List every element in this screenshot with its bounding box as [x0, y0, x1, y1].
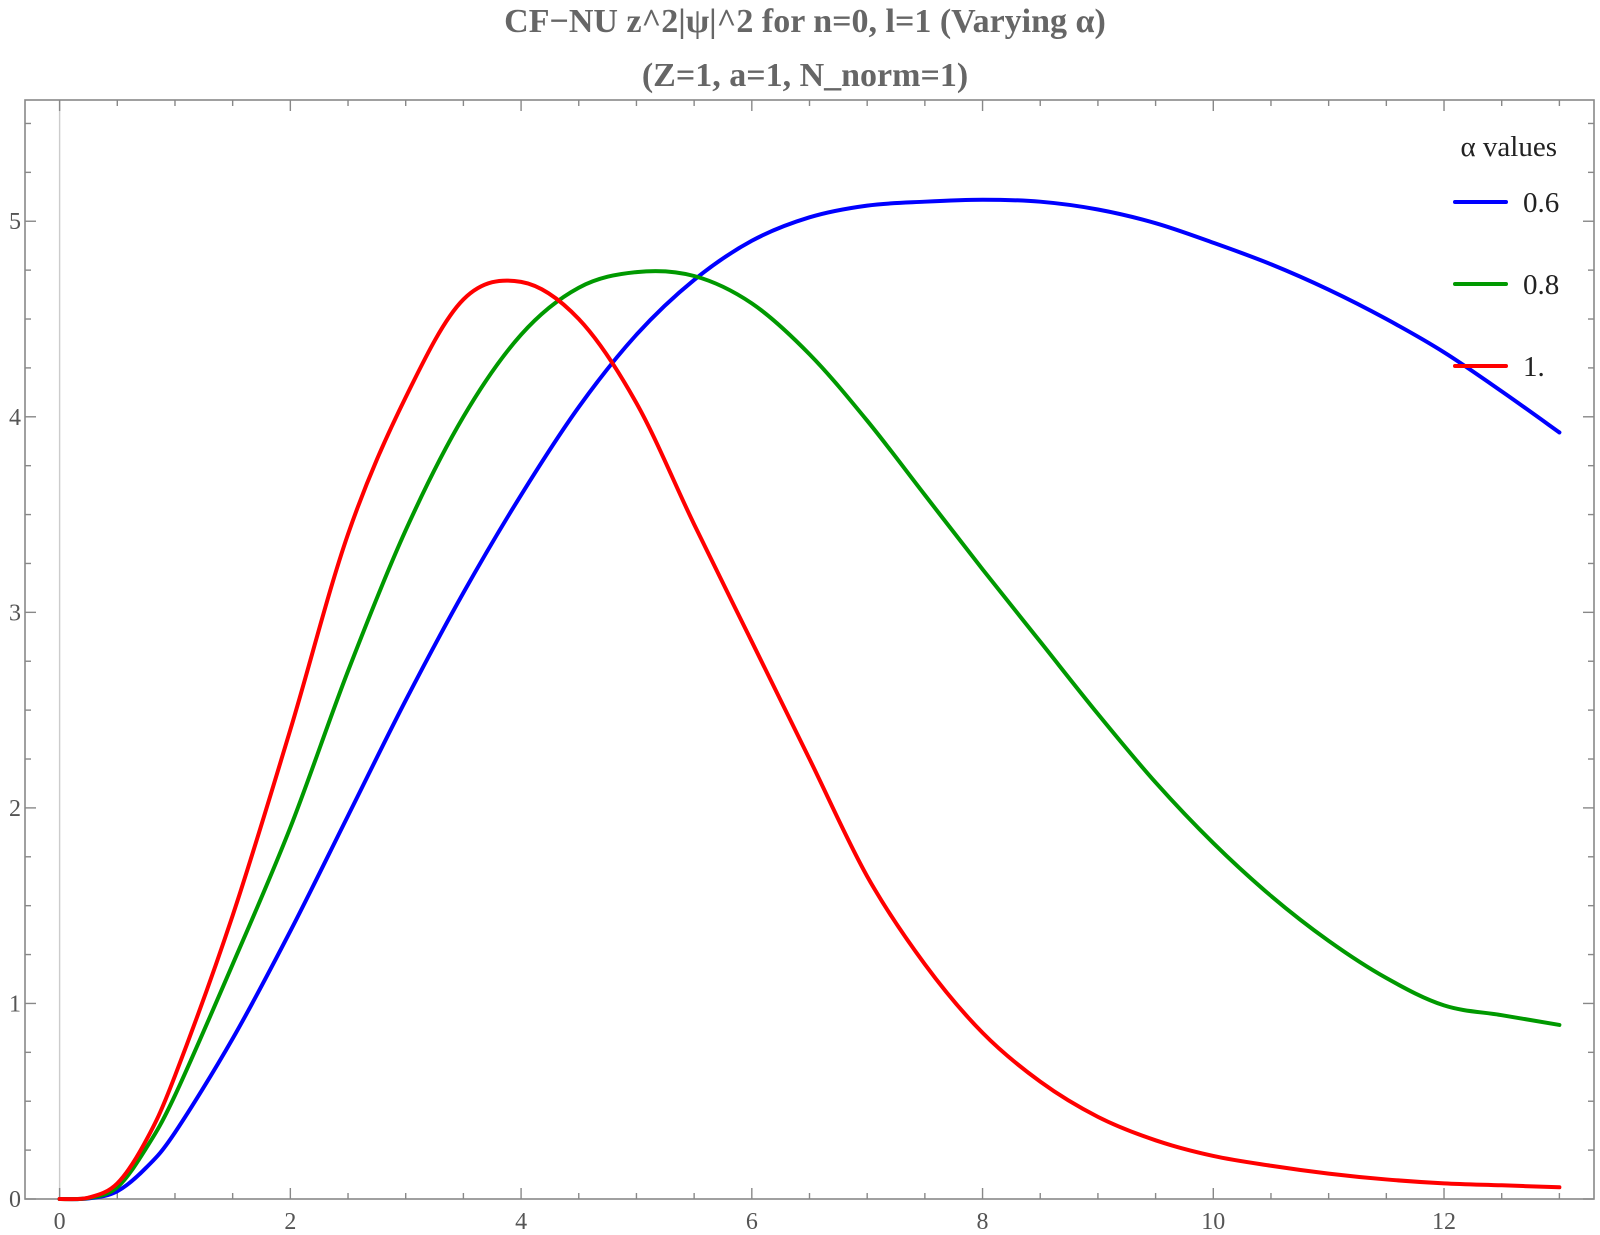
- legend-label: 1.: [1523, 351, 1545, 383]
- legend-label: 0.6: [1523, 187, 1559, 219]
- x-tick-label: 4: [515, 1209, 527, 1235]
- series-line-1: [57, 278, 1562, 1202]
- legend-title: α values: [1460, 131, 1557, 163]
- y-tick-label: 0: [9, 1187, 21, 1213]
- y-tick-label: 5: [9, 209, 21, 235]
- x-tick-label: 2: [284, 1209, 296, 1235]
- y-tick-label: 3: [9, 600, 21, 626]
- legend-label: 0.8: [1523, 269, 1559, 301]
- x-tick-label: 12: [1432, 1209, 1456, 1235]
- y-tick-label: 4: [9, 405, 21, 431]
- series-line-08: [57, 269, 1562, 1202]
- chart-title: CF−NU z^2|ψ|^2 for n=0, l=1 (Varying α): [504, 3, 1106, 40]
- legend: α values 0.6 0.8 1.: [1453, 131, 1559, 383]
- x-tick-label: 6: [746, 1209, 758, 1235]
- x-tick-label: 10: [1201, 1209, 1225, 1235]
- series-line-06: [57, 197, 1562, 1202]
- x-tick-label: 0: [54, 1209, 66, 1235]
- y-tick-label: 2: [9, 796, 21, 822]
- y-tick-label: 1: [9, 991, 21, 1017]
- chart-subtitle: (Z=1, a=1, N_norm=1): [642, 57, 968, 94]
- plot-frame: [24, 99, 1595, 1200]
- x-tick-label: 8: [977, 1209, 989, 1235]
